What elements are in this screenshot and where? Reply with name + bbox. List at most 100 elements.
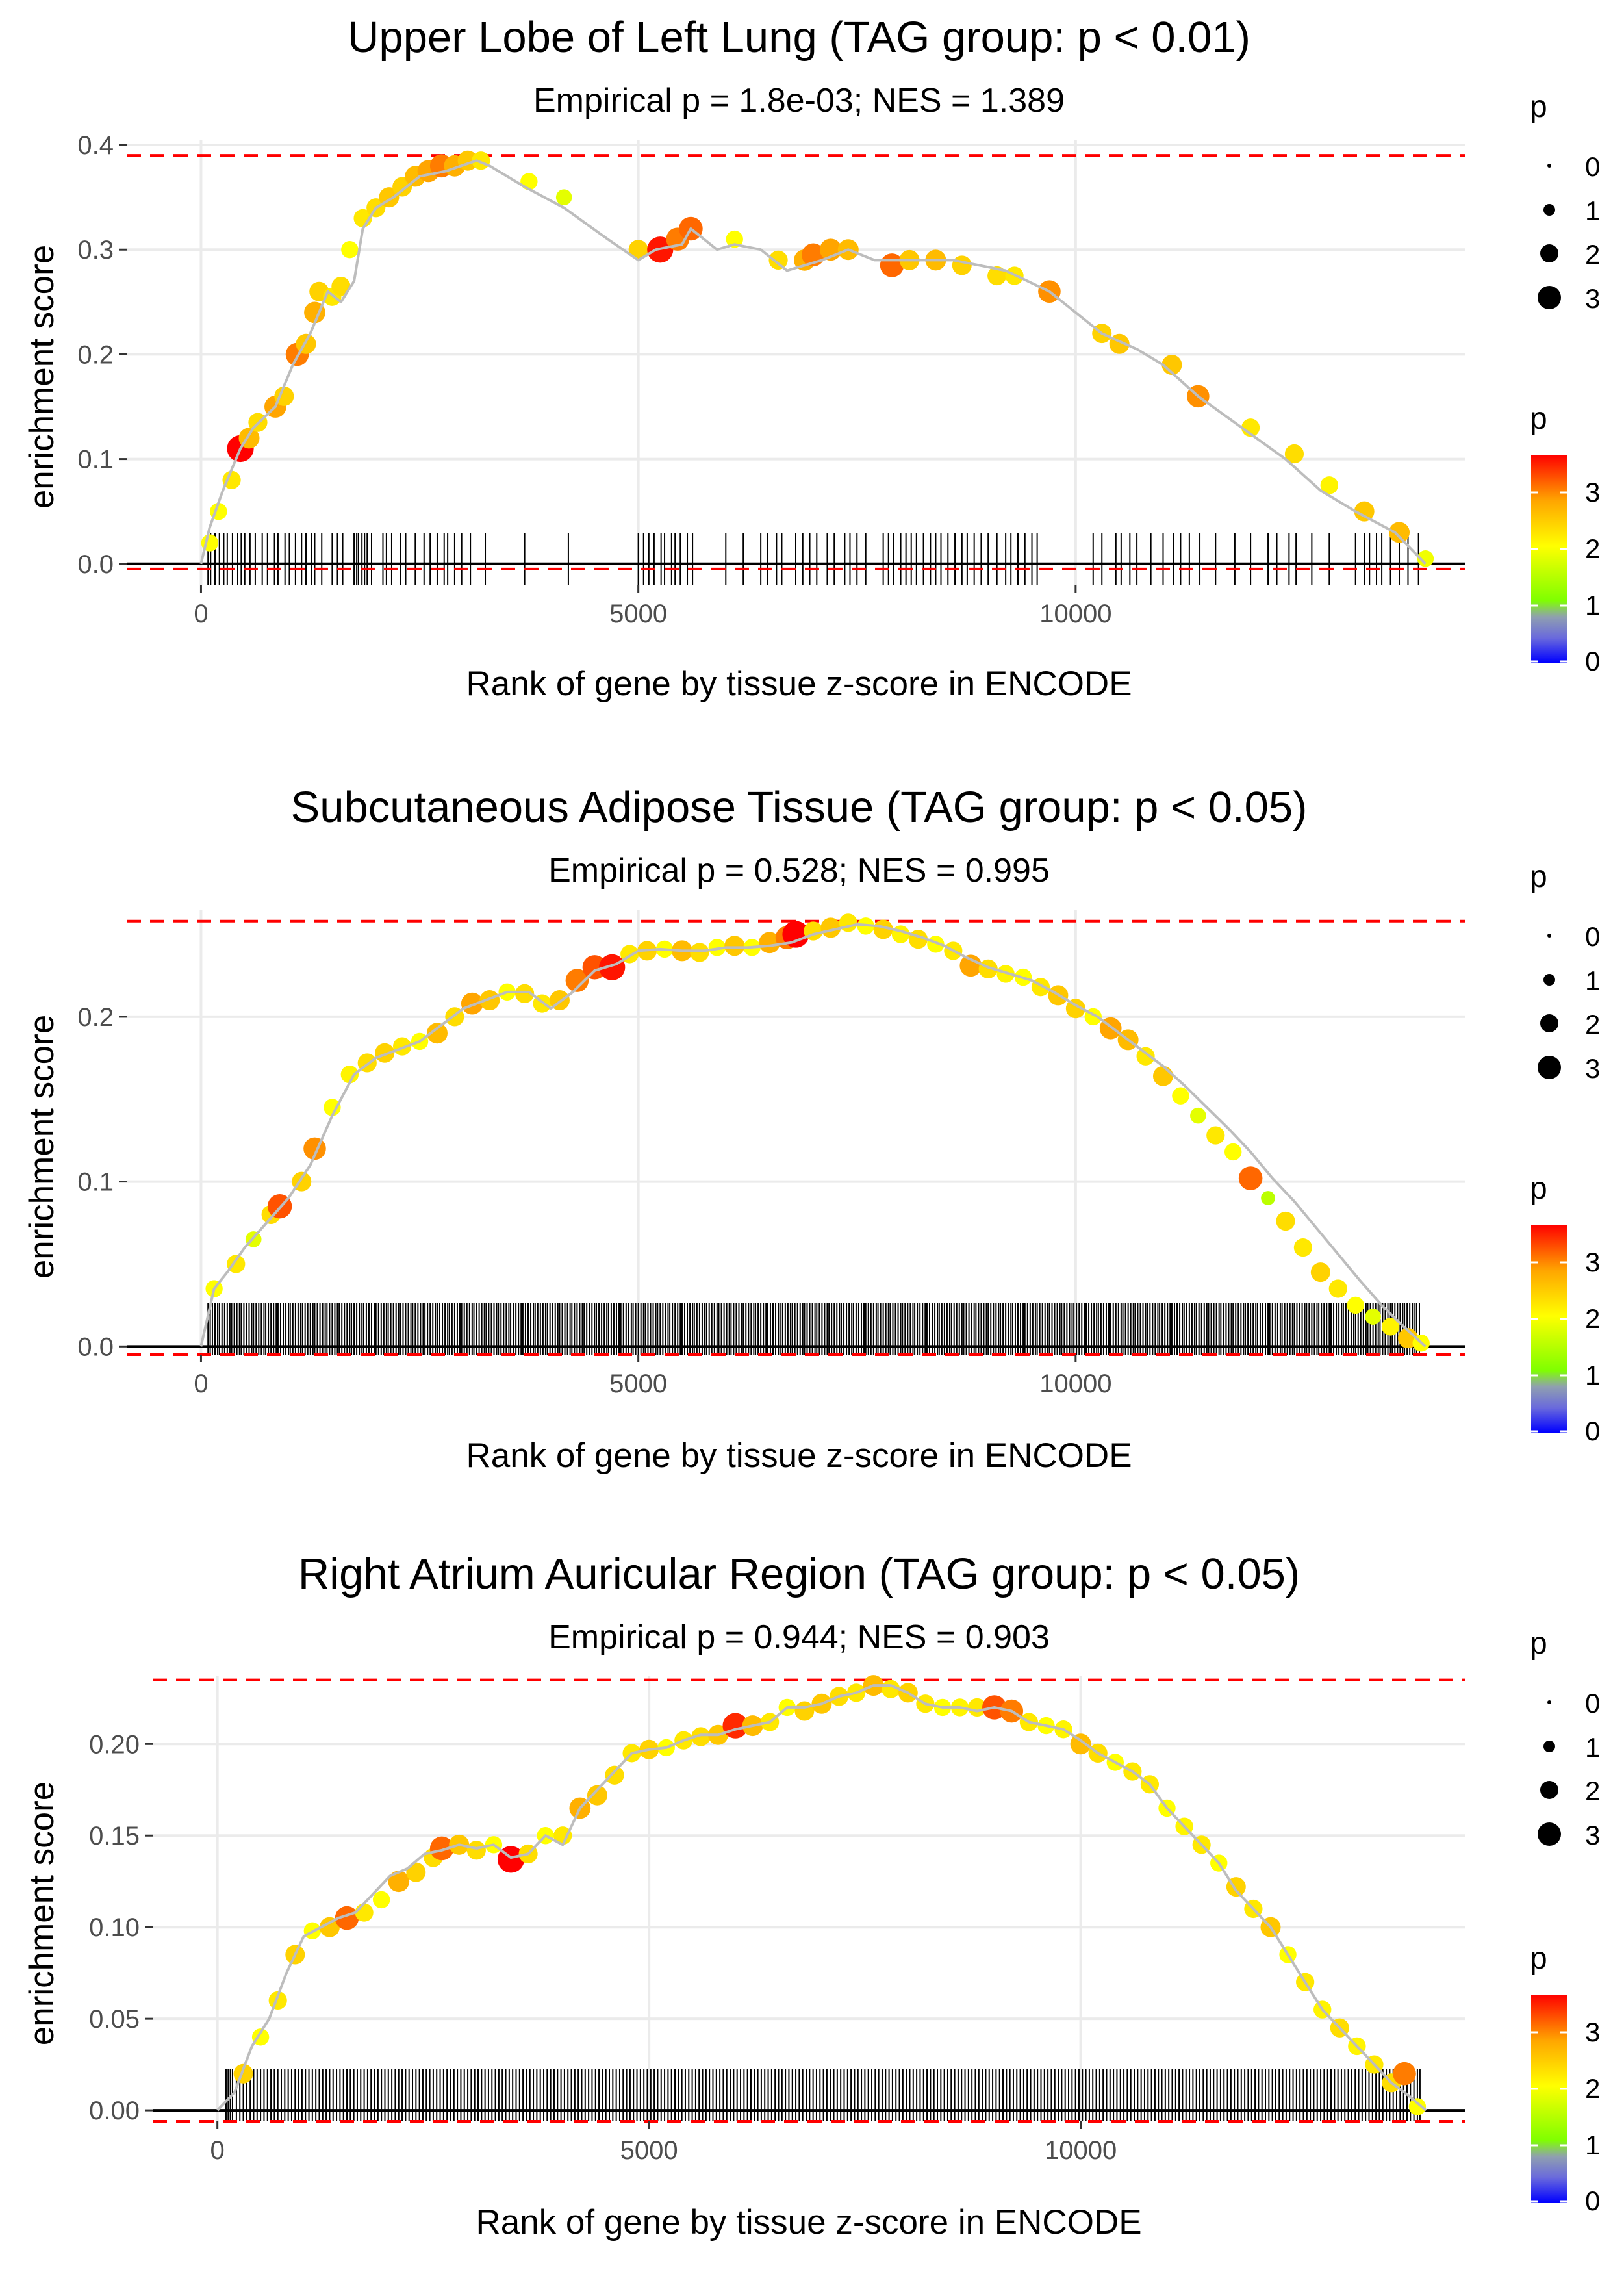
panel-2-size-legend-title: p <box>1530 860 1547 894</box>
panel-2-size-key-2-dot <box>1540 1014 1558 1032</box>
y-tick-label: 0.20 <box>89 1730 140 1759</box>
y-tick-label: 0.05 <box>89 2005 140 2034</box>
es-point <box>461 992 483 1015</box>
panel-1-size-key-3-dot <box>1538 286 1561 309</box>
es-point <box>782 921 809 948</box>
panel-3-y-axis: 0.00 0.05 0.10 0.15 0.20 <box>89 1730 153 2125</box>
x-tick-label: 0 <box>194 600 208 628</box>
y-tick-label: 0.1 <box>77 1168 114 1197</box>
es-curve <box>216 1684 1427 2112</box>
panel-2-color-legend: p 3 2 1 0 <box>1530 1171 1600 1446</box>
panel-1-colorbar-tick-2: 2 <box>1585 533 1600 564</box>
es-point <box>555 189 572 205</box>
panel-2-title: Subcutaneous Adipose Tissue (TAG group: … <box>291 783 1308 832</box>
panel-2: Subcutaneous Adipose Tissue (TAG group: … <box>23 783 1600 1475</box>
panel-1-x-axis: 0 5000 10000 <box>194 585 1111 628</box>
panel-2-plot-area <box>127 910 1465 1356</box>
panel-3-size-key-0-dot <box>1547 1700 1551 1704</box>
es-point <box>227 1255 246 1273</box>
panel-3-colorbar-tick-0: 0 <box>1585 2186 1600 2216</box>
es-point <box>691 1727 711 1746</box>
es-point <box>1238 1166 1263 1190</box>
es-point <box>1070 1733 1091 1755</box>
x-tick-label: 5000 <box>609 600 667 628</box>
panel-3-size-key-2: 2 <box>1585 1776 1600 1806</box>
es-point <box>1284 444 1304 464</box>
panel-2-size-key-3-dot <box>1538 1056 1561 1079</box>
panel-3-color-legend: p 3 2 1 0 <box>1530 1941 1600 2216</box>
es-point <box>520 173 538 190</box>
panel-3-colorbar-tick-1: 1 <box>1585 2130 1600 2160</box>
es-point <box>1224 1143 1242 1161</box>
es-point <box>426 1023 448 1044</box>
es-point <box>1293 1238 1313 1257</box>
panel-2-x-axis-label: Rank of gene by tissue z-score in ENCODE <box>466 1437 1132 1475</box>
es-point <box>1190 1107 1206 1124</box>
es-point <box>222 470 241 489</box>
es-point <box>708 939 726 956</box>
panel-3-size-legend-title: p <box>1530 1626 1547 1661</box>
panel-1-size-key-0-dot <box>1547 164 1551 168</box>
es-point <box>479 990 500 1011</box>
panel-1-size-key-3: 3 <box>1585 283 1600 314</box>
x-tick-label: 5000 <box>609 1370 667 1398</box>
panel-2-y-axis-label: enrichment score <box>23 1015 61 1279</box>
es-point <box>324 1099 341 1116</box>
panel-1-colorbar-tick-3: 3 <box>1585 477 1600 507</box>
y-tick-label: 0.2 <box>77 1003 114 1032</box>
es-point <box>605 1765 624 1785</box>
panel-3-title: Right Atrium Auricular Region (TAG group… <box>298 1550 1300 1598</box>
es-point <box>1393 2062 1416 2086</box>
es-point <box>429 1836 454 1861</box>
es-point <box>1365 1309 1381 1325</box>
es-point <box>319 1917 340 1937</box>
panel-2-colorbar-tick-0: 0 <box>1585 1416 1600 1446</box>
panel-1-color-legend-title: p <box>1530 402 1547 436</box>
es-point <box>341 241 359 259</box>
es-curve <box>199 923 1427 1348</box>
panel-1-subtitle: Empirical p = 1.8e-03; NES = 1.389 <box>533 82 1065 120</box>
es-point <box>1310 1262 1330 1283</box>
panel-2-subtitle: Empirical p = 0.528; NES = 0.995 <box>548 852 1050 889</box>
es-point <box>1261 1191 1275 1205</box>
es-point <box>759 932 781 954</box>
x-tick-label: 0 <box>210 2136 225 2165</box>
es-point <box>1152 1066 1173 1086</box>
panel-3-y-axis-label: enrichment score <box>23 1782 61 2046</box>
es-point <box>1328 1279 1347 1298</box>
panel-3-x-axis: 0 5000 10000 <box>210 2121 1117 2165</box>
es-point <box>1417 550 1434 567</box>
panel-1: Upper Lobe of Left Lung (TAG group: p < … <box>23 13 1600 703</box>
panel-1-colorbar-tick-0: 0 <box>1585 646 1600 676</box>
es-point <box>340 1066 359 1084</box>
es-point <box>628 240 648 260</box>
es-point <box>968 1698 987 1717</box>
panel-1-color-legend: p 3 2 1 0 <box>1530 402 1600 676</box>
es-point <box>466 1841 486 1860</box>
es-point <box>1354 501 1375 522</box>
es-point <box>952 255 972 275</box>
panel-3-colorbar <box>1531 1995 1567 2203</box>
es-point <box>839 913 857 932</box>
panel-3-size-legend: p 0 1 2 3 <box>1530 1626 1600 1850</box>
panel-3-colorbar-tick-3: 3 <box>1585 2017 1600 2047</box>
x-tick-label: 10000 <box>1045 2136 1117 2165</box>
panel-3: Right Atrium Auricular Region (TAG group… <box>23 1550 1600 2242</box>
panel-2-size-key-0: 0 <box>1585 921 1600 952</box>
x-tick-label: 10000 <box>1039 600 1111 628</box>
panel-1-size-key-2: 2 <box>1585 239 1600 270</box>
x-tick-label: 5000 <box>620 2136 678 2165</box>
es-point <box>388 1871 410 1893</box>
panel-3-size-key-3: 3 <box>1585 1820 1600 1850</box>
panel-2-size-key-1: 1 <box>1585 965 1600 996</box>
es-point <box>1320 476 1339 494</box>
panel-3-size-key-1-dot <box>1543 1741 1555 1752</box>
y-tick-label: 0.0 <box>77 550 114 579</box>
panel-1-plot-area <box>127 140 1465 585</box>
y-tick-label: 0.00 <box>89 2097 140 2125</box>
es-point <box>553 1826 572 1845</box>
es-point <box>375 1043 395 1063</box>
es-point <box>891 925 910 943</box>
es-point <box>959 954 982 977</box>
